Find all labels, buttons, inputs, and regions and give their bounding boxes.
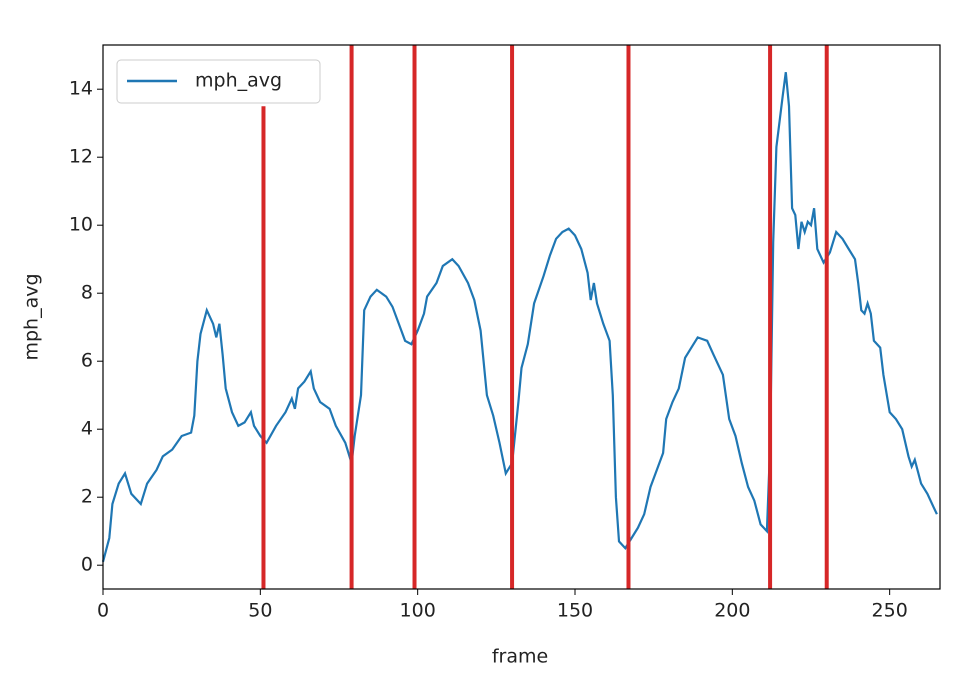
- x-tick-label: 0: [97, 600, 109, 622]
- plot-frame: [102, 44, 941, 590]
- x-tick-label: 50: [248, 600, 272, 622]
- y-tick-label: 14: [69, 78, 93, 100]
- y-tick-label: 4: [81, 418, 93, 440]
- y-tick-label: 0: [81, 554, 93, 576]
- y-tick-label: 8: [81, 282, 93, 304]
- y-axis-label: mph_avg: [21, 273, 43, 360]
- y-tick-label: 2: [81, 486, 93, 508]
- data-line: [101, 72, 938, 563]
- y-tick-label: 12: [69, 146, 93, 168]
- x-axis-label: frame: [492, 646, 548, 668]
- y-tick-label: 10: [69, 214, 93, 236]
- legend-box: [116, 59, 321, 104]
- x-tick-label: 150: [557, 600, 593, 622]
- x-tick-label: 100: [400, 600, 436, 622]
- x-tick-label: 200: [714, 600, 750, 622]
- y-tick-label: 6: [81, 350, 93, 372]
- x-tick-label: 250: [872, 600, 908, 622]
- legend-label: mph_avg: [195, 70, 282, 92]
